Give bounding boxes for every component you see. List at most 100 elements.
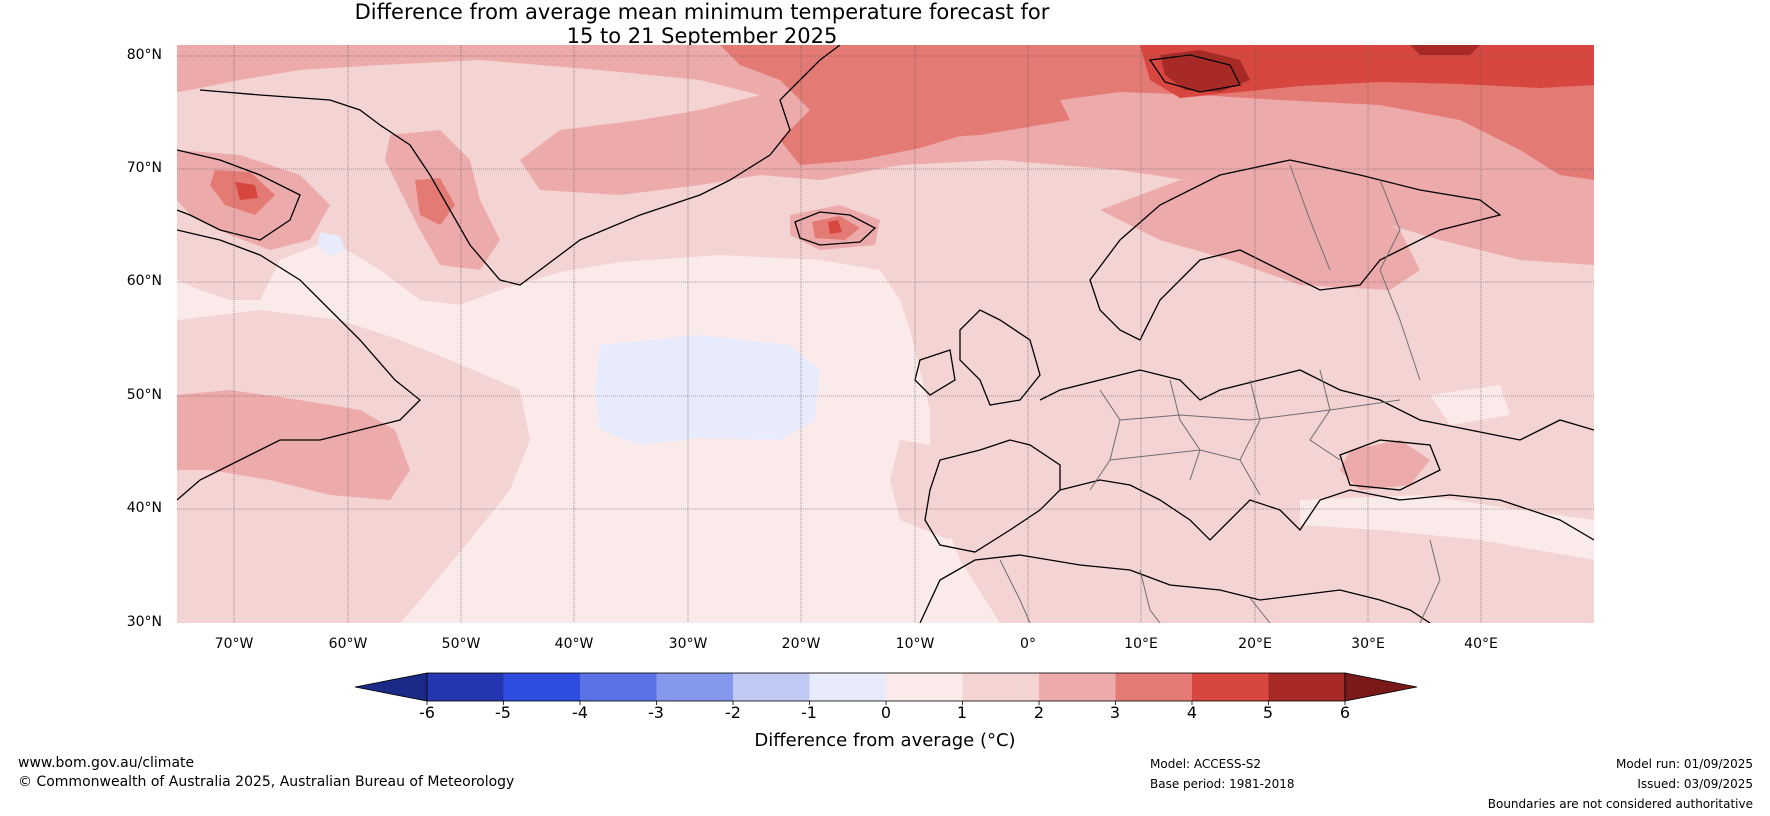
lon-label-30w: 30°W [668, 636, 708, 652]
blacksea-coastline [1339, 439, 1441, 491]
map-plot-area [177, 45, 1594, 623]
colorbar-tick-5: 5 [1262, 703, 1274, 722]
baffin-coastline [177, 149, 301, 241]
issued-text: Issued: 03/09/2025 [1637, 777, 1753, 791]
colorbar-tick-neg1: -1 [801, 703, 817, 722]
lon-label-60w: 60°W [328, 636, 368, 652]
anomaly-band-2-3-scandinavia [1100, 180, 1420, 290]
anomaly-band-5-6-svalbard [1160, 50, 1250, 92]
anomaly-band-0-1-turkey [1300, 495, 1594, 560]
colorbar-tick-neg6: -6 [419, 703, 435, 722]
lat-label-80n: 80°N [126, 47, 162, 63]
country-borders [999, 164, 1441, 623]
svalbard-coastline [1148, 54, 1241, 93]
border-line [1109, 449, 1241, 461]
border-line [1169, 379, 1201, 481]
website-link[interactable]: www.bom.gov.au/climate [18, 755, 195, 771]
model-run-text: Model run: 01/09/2025 [1615, 757, 1753, 771]
anomaly-band-2-3-blacksea [1340, 440, 1430, 490]
lon-label-20w: 20°W [781, 636, 821, 652]
anomaly-band-3-4-greenland-east [860, 100, 1070, 140]
colorbar-tick-neg2: -2 [725, 703, 741, 722]
lon-label-40e: 40°E [1464, 636, 1498, 652]
lon-label-10e: 10°E [1124, 636, 1158, 652]
colorbar-swatch [809, 673, 886, 701]
colorbar-swatch [962, 673, 1039, 701]
anomaly-band-neg1-0-labrador [318, 232, 345, 256]
title-line-1: Difference from average mean minimum tem… [354, 0, 1050, 24]
colorbar-swatch [580, 673, 657, 701]
lat-label-40n: 40°N [126, 500, 162, 516]
colorbar-tick-3: 3 [1109, 703, 1121, 722]
colorbar-swatch [1268, 673, 1345, 701]
colorbar-swatch [656, 673, 733, 701]
africa-coastline [919, 554, 1431, 623]
iceland-coastline [794, 211, 877, 246]
scandinavia-coastline [1089, 159, 1502, 341]
colorbar-label: Difference from average (°C) [754, 730, 1016, 751]
colorbar-tick-1: 1 [956, 703, 968, 722]
colorbar-swatch [503, 673, 580, 701]
anomaly-band-3-4-greenland-west [415, 178, 455, 225]
anomaly-band-1-2-iberia [890, 440, 980, 540]
colorbar-extension-low [354, 672, 428, 702]
colorbar-extension-high [1344, 672, 1418, 702]
lon-label-20e: 20°E [1238, 636, 1272, 652]
disclaimer-text: Boundaries are not considered authoritat… [1487, 797, 1753, 811]
lat-label-60n: 60°N [126, 273, 162, 289]
border-line [1089, 389, 1121, 491]
border-line [999, 559, 1031, 623]
map-title: Difference from average mean minimum tem… [0, 0, 1404, 48]
border-line [1139, 569, 1161, 623]
lon-label-70w: 70°W [214, 636, 254, 652]
colorbar-tick-2: 2 [1033, 703, 1045, 722]
border-line [1379, 179, 1421, 381]
lon-label-30e: 30°E [1351, 636, 1385, 652]
coastlines [177, 45, 1594, 623]
border-line [1419, 539, 1441, 623]
border-line [1309, 369, 1341, 461]
colorbar-swatch [886, 673, 963, 701]
colorbar-tick-4: 4 [1186, 703, 1198, 722]
base-period-text: Base period: 1981-2018 [1150, 777, 1295, 791]
colorbar-tick-6: 6 [1339, 703, 1351, 722]
colorbar-tick-0: 0 [880, 703, 892, 722]
colorbar-tick-neg4: -4 [572, 703, 588, 722]
model-text: Model: ACCESS-S2 [1150, 757, 1262, 771]
title-line-2: 15 to 21 September 2025 [566, 24, 838, 48]
border-line [1289, 164, 1331, 271]
anomaly-band-2-3-arctic [177, 45, 1594, 265]
lat-label-50n: 50°N [126, 387, 162, 403]
anomaly-band-neg1-0-atlantic [595, 335, 820, 445]
border-line [1249, 597, 1271, 623]
anomaly-band-4-5-iceland [828, 220, 842, 234]
colorbar-swatch [1039, 673, 1116, 701]
colorbar-swatch [733, 673, 810, 701]
anomaly-band-2-3-newfoundland [177, 390, 410, 500]
lat-label-70n: 70°N [126, 160, 162, 176]
anomaly-band-5-6-franzjosef [1410, 45, 1480, 55]
canada-coastline [177, 229, 421, 501]
border-line [1119, 399, 1401, 421]
colorbar-swatch [1115, 673, 1192, 701]
colorbar-tick-neg5: -5 [495, 703, 511, 722]
lon-label-10w: 10°W [895, 636, 935, 652]
lon-label-40w: 40°W [554, 636, 594, 652]
greenland-coastline [199, 45, 841, 286]
lat-label-30n: 30°N [126, 614, 162, 630]
mediterranean-north-coastline [1059, 479, 1594, 541]
colorbar-tick-neg3: -3 [648, 703, 664, 722]
gridlines [177, 45, 1594, 623]
iberia-coastline [924, 439, 1061, 553]
lon-label-50w: 50°W [441, 636, 481, 652]
europe-coastline [1039, 369, 1594, 441]
colorbar [354, 672, 1418, 705]
colorbar-swatch [1192, 673, 1269, 701]
anomaly-band-0-1-russia [1430, 385, 1510, 425]
lon-label-0: 0° [1020, 636, 1036, 652]
british-isles-coastline [914, 309, 1041, 406]
colorbar-swatch [427, 673, 504, 701]
anomaly-band-4-5-svalbard [1140, 45, 1594, 98]
copyright-text: © Commonwealth of Australia 2025, Austra… [18, 774, 515, 790]
